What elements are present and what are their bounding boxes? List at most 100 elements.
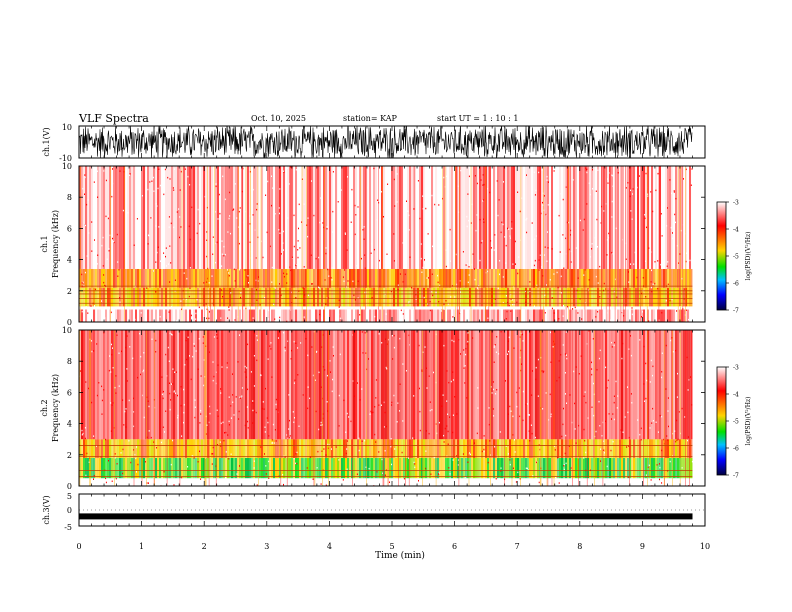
spectrogram-speckle — [514, 240, 516, 243]
spectrogram-column — [347, 287, 350, 307]
spectrogram-speckle — [108, 459, 109, 462]
spectrogram-column — [569, 287, 572, 307]
spectrogram-column — [361, 268, 364, 288]
spectrogram-column — [543, 330, 546, 440]
spectrogram-column — [377, 439, 380, 458]
spectrogram-speckle — [606, 465, 608, 468]
spectrogram-speckle — [655, 421, 657, 423]
spectrogram-column — [239, 268, 242, 288]
spectrogram-column — [147, 287, 150, 307]
spectrogram-column — [263, 309, 266, 322]
spectrogram-speckle — [397, 402, 399, 404]
spectrogram-speckle — [289, 419, 290, 422]
spectrogram-speckle — [605, 420, 606, 423]
spectrogram-speckle — [669, 300, 671, 302]
spectrogram-column — [431, 330, 434, 440]
spectrogram-column — [195, 268, 198, 288]
spectrogram-column — [297, 166, 300, 269]
spectrogram-column — [515, 287, 518, 307]
spectrogram-speckle — [239, 234, 240, 237]
spectrogram-column — [569, 268, 572, 288]
spectrogram-column — [353, 166, 356, 269]
spectrogram-column — [165, 457, 168, 479]
spectrogram-column — [417, 166, 420, 269]
spectrogram-speckle — [151, 217, 153, 219]
spectrogram-column — [289, 457, 292, 479]
spectrogram-speckle — [598, 357, 600, 360]
spectrogram-speckle — [522, 340, 524, 342]
spectrogram-column — [453, 287, 456, 307]
spectrogram-speckle — [350, 420, 352, 423]
spectrogram-speckle — [642, 311, 643, 313]
spectrogram-column — [169, 439, 172, 458]
spectrogram-column — [435, 166, 438, 269]
spectrogram-column — [219, 309, 222, 322]
spectrogram-speckle — [650, 479, 652, 481]
spectrogram-speckle — [112, 367, 114, 369]
spectrogram-column — [649, 287, 652, 307]
spectrogram-column — [287, 457, 290, 479]
spectrogram-column — [463, 439, 466, 458]
spectrogram-speckle — [645, 260, 646, 262]
spectrogram-column — [669, 166, 672, 269]
spectrogram-column — [305, 457, 308, 479]
spectrogram-column — [111, 309, 114, 322]
spectrogram-speckle — [218, 193, 220, 196]
spectrogram-column — [559, 287, 562, 307]
spectrogram-column — [527, 287, 530, 307]
spectrogram-column — [365, 309, 368, 322]
spectrogram-speckle — [290, 309, 292, 311]
ch3-ytick-bottom: -5 — [64, 523, 72, 532]
spectrogram-speckle — [639, 339, 641, 341]
spectrogram-column — [307, 439, 310, 458]
spectrogram-column — [537, 330, 540, 440]
spectrogram-column — [657, 268, 660, 288]
spectrogram-speckle — [649, 381, 651, 383]
spectrogram-speckle — [509, 235, 511, 237]
spectrogram-speckle — [98, 382, 100, 384]
spectrogram-column — [587, 330, 590, 440]
spectrogram-column — [683, 457, 686, 479]
spectrogram-column — [585, 330, 588, 440]
spectrogram-column — [347, 309, 350, 322]
spectrogram-column — [501, 330, 504, 440]
spectrogram-speckle — [177, 394, 178, 397]
spectrogram-speckle — [556, 271, 558, 274]
spectrogram-speckle — [165, 265, 167, 267]
spectrogram-column — [253, 309, 256, 322]
spectrogram-speckle — [614, 341, 616, 344]
spectrogram-column — [503, 457, 506, 479]
spectrogram-speckle — [122, 209, 124, 212]
spectrogram-column — [343, 457, 346, 479]
spectrogram-speckle — [656, 464, 658, 466]
spectrogram-column — [635, 330, 638, 440]
spectrogram-speckle — [287, 437, 289, 439]
spectrogram-column — [429, 268, 432, 288]
spectrogram-speckle — [385, 366, 387, 369]
spectrogram-column — [349, 268, 352, 288]
spectrogram-speckle — [586, 203, 588, 205]
spectrogram-speckle — [284, 346, 286, 349]
spectrogram-speckle — [564, 372, 566, 374]
spectrogram-column — [87, 268, 90, 288]
spectrogram-speckle — [501, 221, 503, 224]
spectrogram-column — [489, 268, 492, 288]
spectrogram-column — [537, 287, 540, 307]
spectrogram-column — [425, 287, 428, 307]
spectrogram-column — [445, 287, 448, 307]
spectrogram-column — [607, 166, 610, 269]
spectrogram-column — [207, 268, 210, 288]
spectrogram-column — [651, 457, 654, 479]
spectrogram-speckle — [480, 242, 482, 244]
spectrogram-speckle — [286, 273, 288, 275]
date-label: Oct. 10, 2025 — [251, 114, 306, 123]
spectrogram-column — [443, 330, 446, 440]
spectrogram-speckle — [490, 247, 492, 249]
spectrogram-speckle — [361, 257, 362, 260]
spectrogram-column — [155, 439, 158, 458]
spectrogram-column — [537, 457, 540, 479]
spectrogram-column — [555, 268, 558, 288]
spectrogram-speckle — [119, 297, 121, 299]
spectrogram-column — [519, 287, 522, 307]
spectrogram-speckle — [220, 392, 222, 394]
